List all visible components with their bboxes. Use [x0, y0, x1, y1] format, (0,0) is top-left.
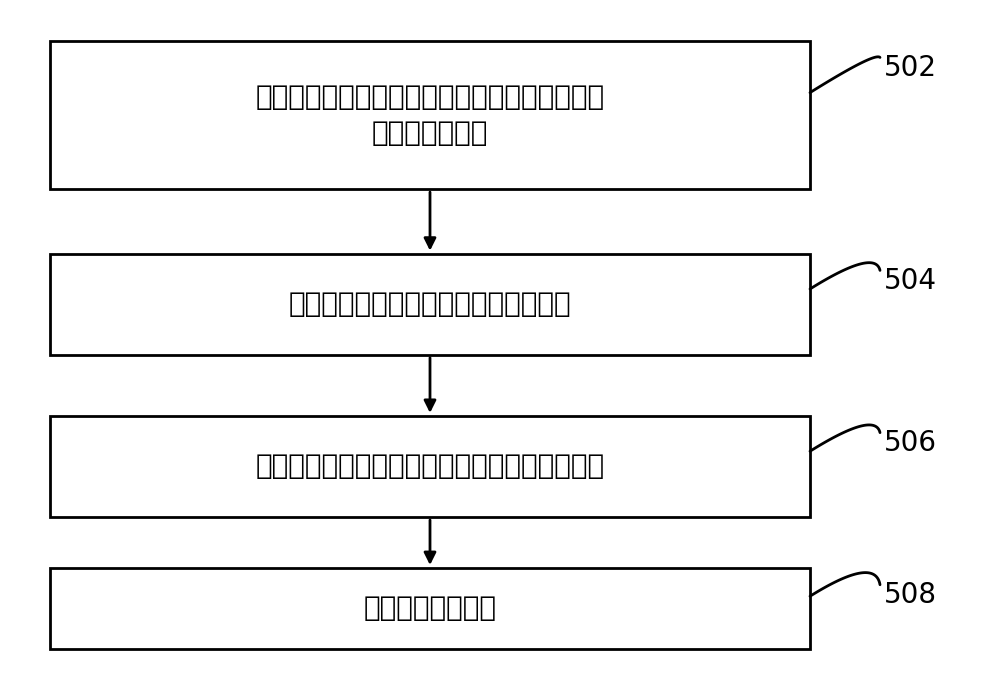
- Bar: [50, 41, 810, 189]
- Text: 输出调整后的图像: 输出调整后的图像: [364, 594, 496, 623]
- Bar: [50, 254, 810, 355]
- Text: 504: 504: [884, 267, 936, 295]
- Text: 将多帧图像从第一存储介质按照第一频率依次写
入第二存储介质: 将多帧图像从第一存储介质按照第一频率依次写 入第二存储介质: [255, 82, 605, 147]
- Text: 502: 502: [884, 54, 936, 82]
- Text: 根据预定的参数调整从第二存储介质读取的图像: 根据预定的参数调整从第二存储介质读取的图像: [255, 452, 605, 481]
- Bar: [50, 416, 810, 517]
- Text: 按照第二频率从第二存储介质读取图像: 按照第二频率从第二存储介质读取图像: [289, 290, 571, 318]
- Text: 506: 506: [884, 429, 936, 457]
- Text: 508: 508: [884, 581, 936, 609]
- Bar: [50, 568, 810, 649]
